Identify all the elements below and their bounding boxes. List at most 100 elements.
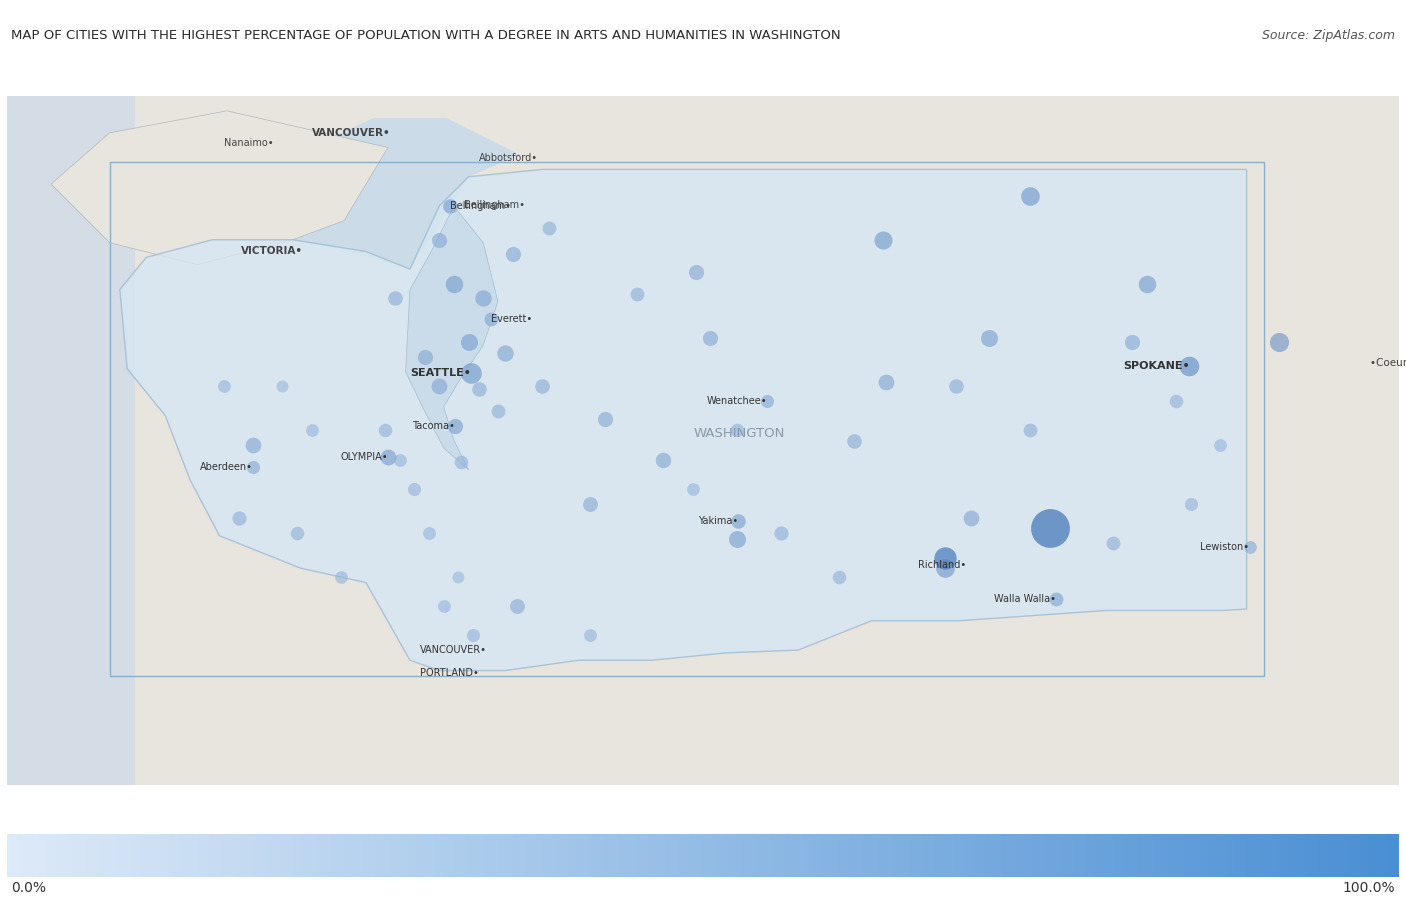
Text: •Coeur d'Alene: •Coeur d'Alene [1369, 358, 1406, 368]
Point [682, 482, 704, 496]
Point [447, 570, 470, 584]
Point [593, 412, 616, 426]
Point [404, 482, 426, 496]
Text: Richland•: Richland• [918, 560, 967, 570]
Point [626, 287, 648, 301]
Point [1180, 496, 1202, 511]
Text: SEATTLE•: SEATTLE• [411, 368, 471, 378]
Point [427, 379, 450, 394]
Point [538, 221, 561, 236]
Text: Yakima•: Yakima• [697, 516, 738, 526]
Point [977, 331, 1000, 345]
Text: Tacoma•: Tacoma• [412, 421, 456, 431]
Text: Walla Walla•: Walla Walla• [994, 593, 1056, 604]
Point [479, 312, 502, 326]
Bar [7, 96, 135, 785]
Point [384, 291, 406, 306]
Point [330, 570, 353, 584]
Point [685, 265, 707, 280]
Point [1136, 277, 1159, 291]
Point [579, 628, 602, 643]
Point [444, 419, 467, 433]
Point [1018, 189, 1040, 203]
Point [443, 277, 465, 291]
Point [374, 423, 396, 438]
Point [727, 514, 749, 529]
Text: Bellingham•: Bellingham• [450, 201, 510, 211]
Point [579, 496, 602, 511]
Point [212, 379, 235, 394]
Point [725, 423, 748, 438]
Polygon shape [120, 169, 1247, 671]
Point [1209, 438, 1232, 452]
Point [468, 382, 491, 396]
Point [457, 335, 479, 350]
Point [725, 531, 748, 546]
Point [228, 511, 250, 525]
Text: Everett•: Everett• [491, 314, 531, 324]
Point [1121, 335, 1143, 350]
Point [301, 423, 323, 438]
Point [271, 379, 294, 394]
Point [1045, 592, 1067, 606]
Point [242, 459, 264, 474]
Point [1239, 540, 1261, 555]
Point [506, 599, 529, 613]
Point [472, 291, 495, 306]
Point [652, 452, 675, 467]
Point [842, 433, 865, 448]
Text: Source: ZipAtlas.com: Source: ZipAtlas.com [1261, 29, 1395, 41]
Point [872, 233, 894, 247]
Point [530, 379, 553, 394]
Point [769, 526, 792, 540]
Point [427, 233, 450, 247]
Point [285, 526, 308, 540]
Point [756, 394, 779, 408]
Point [439, 199, 461, 213]
Point [945, 379, 967, 394]
Point [934, 550, 956, 565]
Point [418, 526, 440, 540]
Point [388, 452, 411, 467]
Text: VANCOUVER•: VANCOUVER• [312, 128, 391, 138]
Text: 100.0%: 100.0% [1343, 881, 1395, 895]
Text: Wenatchee•: Wenatchee• [707, 396, 768, 406]
Point [960, 511, 983, 525]
Point [1039, 521, 1062, 536]
Point [502, 247, 524, 262]
Point [1268, 335, 1291, 350]
Point [450, 455, 472, 469]
Point [1102, 536, 1125, 550]
Point [433, 599, 456, 613]
Point [1178, 359, 1201, 373]
Text: VICTORIA•: VICTORIA• [240, 246, 304, 256]
Point [461, 628, 484, 643]
Text: VANCOUVER•: VANCOUVER• [420, 645, 488, 655]
Point [494, 345, 516, 360]
Text: OLYMPIA•: OLYMPIA• [340, 451, 388, 461]
Point [828, 570, 851, 584]
Text: Bellingham•: Bellingham• [464, 200, 526, 209]
Text: MAP OF CITIES WITH THE HIGHEST PERCENTAGE OF POPULATION WITH A DEGREE IN ARTS AN: MAP OF CITIES WITH THE HIGHEST PERCENTAG… [11, 29, 841, 41]
Point [934, 561, 956, 575]
Point [413, 350, 436, 364]
Point [1166, 394, 1188, 408]
Text: Abbotsford•: Abbotsford• [479, 153, 538, 163]
Point [1018, 423, 1040, 438]
Polygon shape [51, 111, 388, 264]
Text: SPOKANE•: SPOKANE• [1123, 360, 1189, 370]
Text: Nanaimo•: Nanaimo• [224, 138, 274, 148]
Bar [110, 162, 1264, 676]
Point [875, 375, 897, 389]
Text: WASHINGTON: WASHINGTON [695, 427, 786, 440]
Text: Aberdeen•: Aberdeen• [200, 462, 253, 472]
Polygon shape [405, 206, 498, 470]
Text: Lewiston•: Lewiston• [1201, 542, 1250, 553]
Text: 0.0%: 0.0% [11, 881, 46, 895]
Point [242, 438, 264, 452]
Point [460, 366, 482, 380]
Point [377, 450, 399, 464]
Polygon shape [292, 118, 520, 269]
Point [486, 404, 509, 418]
Point [699, 331, 721, 345]
